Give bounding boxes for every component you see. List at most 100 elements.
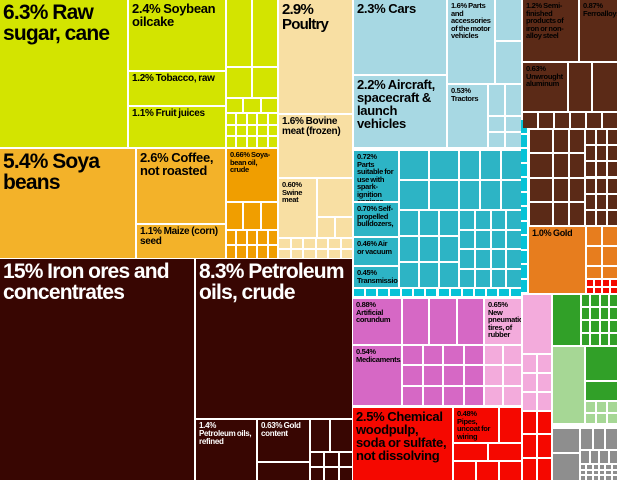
treemap-filler-cell: [593, 429, 605, 449]
treemap-cell-1-2-semi-finished-products-of-iron-or-non-: 1.2% Semi-finished products of iron or n…: [523, 0, 578, 61]
treemap-filler-cell: [486, 289, 497, 296]
treemap-filler-cell: [450, 289, 461, 296]
treemap-filler-cell: [538, 355, 551, 372]
treemap-filler-cell: [507, 211, 521, 229]
treemap-filler-cell: [237, 125, 246, 136]
treemap-filler-cell: [555, 113, 569, 128]
treemap-filler-cell: [489, 117, 504, 131]
treemap-filler-cell: [521, 178, 527, 191]
treemap-filler-cell: [400, 211, 418, 235]
treemap-filler-cell: [489, 85, 504, 115]
treemap-cell-1-0-gold: 1.0% Gold: [529, 227, 585, 293]
treemap-filler-cell: [597, 162, 606, 177]
treemap-filler-cell: [570, 202, 584, 225]
treemap-filler-cell: [553, 454, 579, 480]
treemap-filler-cell: [268, 114, 277, 124]
treemap-filler-cell: [587, 113, 601, 128]
treemap-cell-0-45-transmission: 0.45% Transmission: [354, 267, 398, 287]
treemap-cell-8-3-petroleum-oils-crude: 8.3% Petroleum oils, crude: [196, 259, 352, 418]
treemap-filler-cell: [597, 130, 606, 145]
treemap-filler-cell: [481, 151, 500, 179]
treemap-filler-cell: [595, 280, 601, 286]
treemap-filler-cell: [521, 279, 527, 292]
treemap-filler-cell: [606, 476, 611, 480]
treemap-filler-cell: [587, 280, 593, 286]
treemap-cell-15-iron-ores-and-concentrates: 15% Iron ores and concentrates: [0, 259, 194, 480]
treemap-filler-cell: [227, 231, 236, 244]
treemap-filler-cell: [279, 239, 290, 248]
treemap-filler-cell: [521, 149, 527, 162]
treemap-filler-cell: [414, 289, 425, 296]
treemap-cell-label: 0.54% Medicaments,: [356, 347, 401, 364]
treemap-filler-cell: [430, 151, 458, 179]
treemap-filler-cell: [475, 269, 490, 287]
treemap-cell-label: 0.88% Artificial corundum: [356, 300, 391, 324]
treemap-cell-label: 0.66% Soya-bean oil, crude: [230, 150, 270, 174]
treemap-filler-cell: [530, 154, 552, 177]
treemap-cell-0-65-new-pneumatic-tires-of-rubber: 0.65% New pneumatic tires, of rubber: [485, 299, 521, 344]
treemap-filler-cell: [500, 408, 521, 442]
treemap-filler-cell: [279, 249, 290, 258]
treemap-cell-0-60-swine-meat: 0.60% Swine meat: [279, 179, 316, 237]
treemap-filler-cell: [339, 453, 352, 466]
treemap-filler-cell: [311, 453, 324, 466]
treemap-filler-cell: [460, 250, 474, 268]
treemap-filler-cell: [581, 429, 592, 449]
treemap-filler-cell: [587, 247, 601, 265]
treemap-filler-cell: [247, 245, 257, 258]
treemap-filler-cell: [318, 179, 352, 216]
treemap-filler-cell: [423, 366, 442, 385]
treemap-filler-cell: [521, 221, 527, 234]
treemap-filler-cell: [523, 412, 536, 434]
treemap-filler-cell: [341, 239, 352, 248]
treemap-filler-cell: [581, 451, 589, 463]
treemap-filler-cell: [608, 210, 617, 225]
treemap-filler-cell: [591, 308, 599, 319]
treemap-filler-cell: [586, 162, 595, 177]
treemap-filler-cell: [268, 231, 277, 244]
treemap-filler-cell: [587, 465, 592, 469]
treemap-filler-cell: [608, 402, 617, 412]
treemap-filler-cell: [464, 366, 483, 385]
treemap-filler-cell: [430, 299, 456, 344]
treemap-cell-0-48-pipes-uncoat-for-wiring: 0.48% Pipes, uncoat for wiring: [454, 408, 498, 442]
treemap-cell-label: 1.6% Bovine meat (frozen): [282, 116, 341, 137]
treemap-filler-cell: [600, 451, 608, 463]
treemap-filler-cell: [261, 99, 277, 112]
treemap-filler-cell: [420, 237, 438, 261]
treemap-filler-cell: [339, 467, 352, 480]
treemap-filler-cell: [611, 280, 617, 286]
treemap-filler-cell: [553, 347, 584, 423]
treemap-filler-cell: [507, 269, 521, 287]
treemap-filler-cell: [444, 346, 463, 365]
treemap-cell-1-6-parts-and-accessories-of-the-motor-veh: 1.6% Parts and accessories of the motor …: [448, 0, 494, 83]
treemap-filler-cell: [316, 249, 327, 258]
treemap-filler-cell: [258, 231, 267, 244]
treemap-filler-cell: [609, 451, 617, 463]
treemap-filler-cell: [457, 299, 483, 344]
treemap-filler-cell: [608, 178, 617, 193]
treemap-filler-cell: [538, 458, 551, 480]
treemap-filler-cell: [609, 321, 617, 332]
treemap-filler-cell: [400, 151, 428, 179]
treemap-cell-label: 2.5% Chemical woodpulp, soda or sulfate,…: [356, 409, 447, 463]
treemap-cell-0-63-unwrought-aluminum: 0.63% Unwrought aluminum: [523, 63, 567, 111]
treemap-filler-cell: [600, 321, 608, 332]
treemap-filler-cell: [454, 462, 475, 480]
treemap-filler-cell: [423, 346, 442, 365]
treemap-filler-cell: [603, 247, 617, 265]
treemap-filler-cell: [460, 269, 474, 287]
treemap-filler-cell: [597, 146, 606, 161]
treemap-cell-2-6-coffee-not-roasted: 2.6% Coffee, not roasted: [137, 149, 225, 223]
treemap-filler-cell: [538, 393, 551, 410]
treemap-filler-cell: [247, 125, 257, 136]
treemap-cell-label: 0.63% Unwrought aluminum: [526, 64, 563, 88]
treemap-filler-cell: [597, 178, 606, 193]
treemap-filler-cell: [331, 420, 352, 451]
treemap-filler-cell: [268, 245, 277, 258]
treemap-filler-cell: [587, 470, 592, 475]
treemap-filler-cell: [587, 287, 593, 293]
treemap-filler-cell: [444, 366, 463, 385]
treemap-filler-cell: [474, 289, 485, 296]
treemap-filler-cell: [485, 386, 502, 405]
